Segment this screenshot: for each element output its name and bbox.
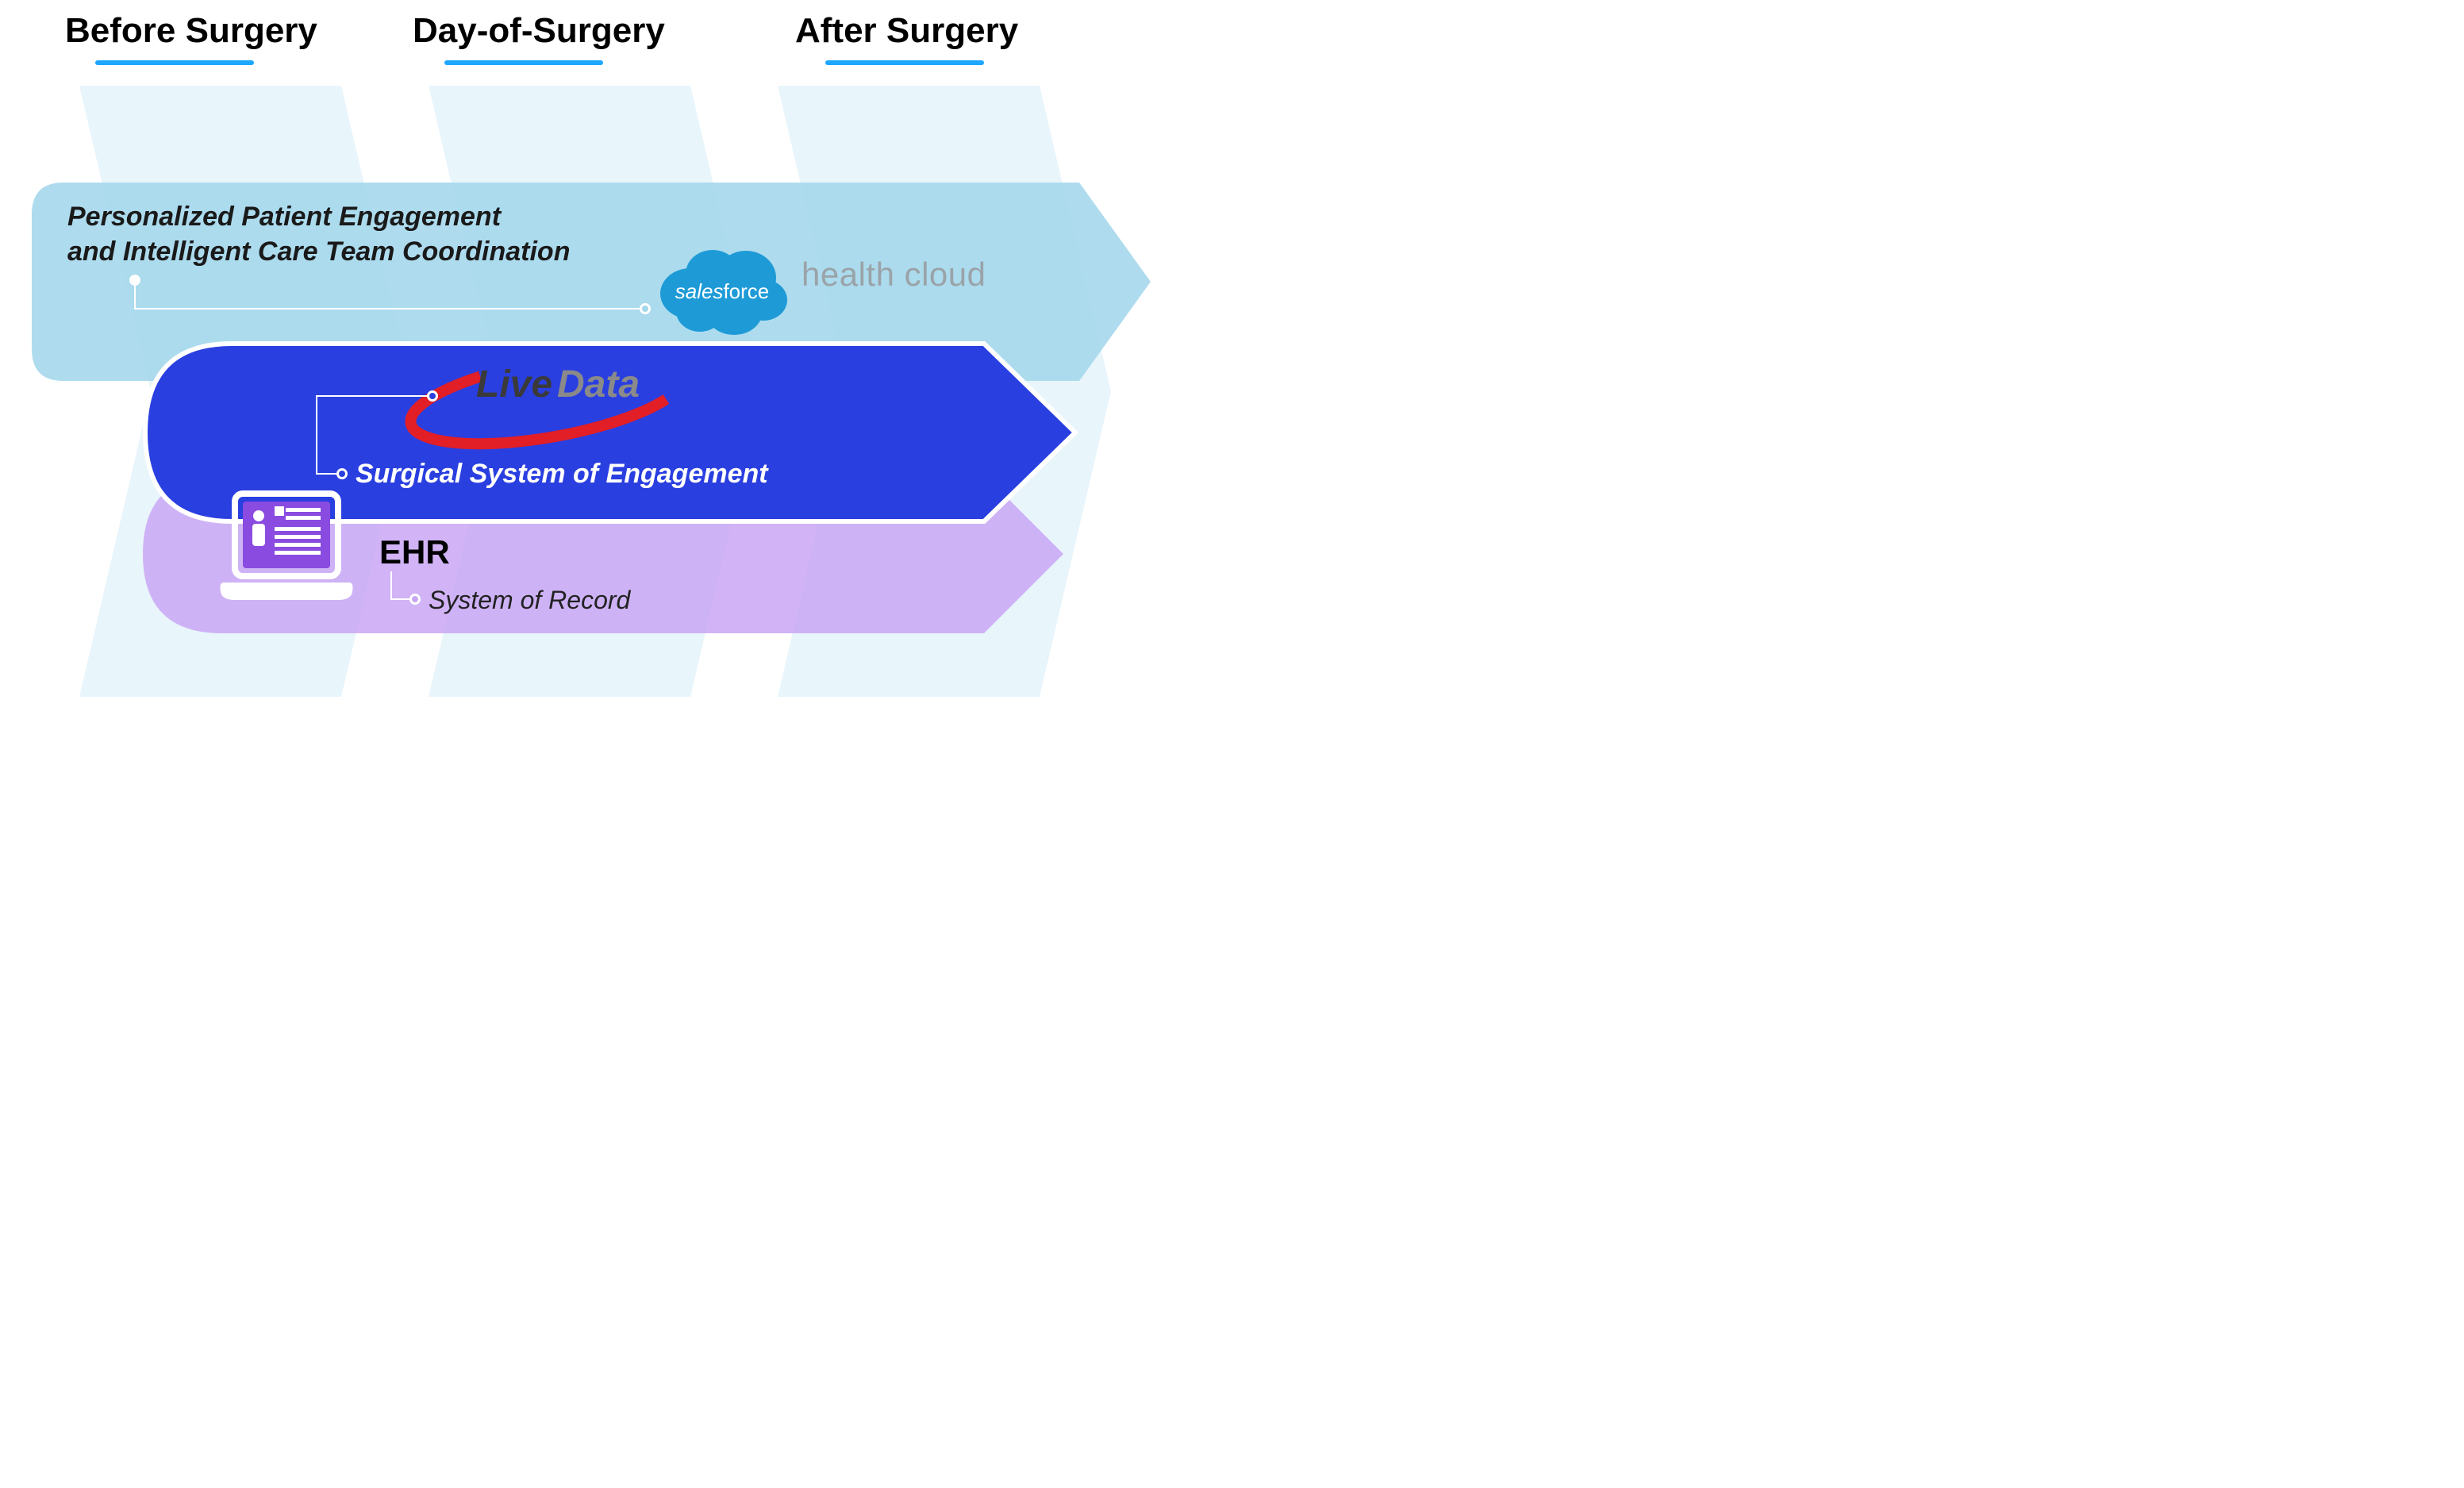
- diagram-canvas: Before Surgery Day-of-Surgery After Surg…: [0, 0, 1174, 709]
- connector-ehr-v: [390, 571, 392, 600]
- svg-text:salesforce: salesforce: [675, 279, 770, 303]
- connector-sf-h: [134, 308, 642, 310]
- ehr-subtitle: System of Record: [429, 586, 630, 615]
- phase-underline-before: [95, 60, 254, 65]
- salesforce-cloud-icon: salesforce: [651, 238, 794, 341]
- health-cloud-label: health cloud: [801, 256, 986, 294]
- phase-underline-dayof: [444, 60, 603, 65]
- phase-underline-after: [825, 60, 984, 65]
- ehr-laptop-icon: [219, 489, 354, 608]
- phase-heading-dayof: Day-of-Surgery: [413, 11, 665, 51]
- connector-dot-ld-bot: [336, 468, 348, 479]
- connector-dot-ld-top: [427, 390, 438, 402]
- salesforce-text-line2: and Intelligent Care Team Coordination: [67, 236, 570, 267]
- livedata-subtitle: Surgical System of Engagement: [356, 459, 768, 490]
- connector-ld-v: [316, 395, 317, 475]
- connector-dot-sf-right: [640, 303, 651, 314]
- connector-sf-v: [134, 284, 136, 310]
- svg-text:Live: Live: [476, 363, 552, 406]
- connector-ld-h1: [317, 395, 429, 397]
- phase-heading-before: Before Surgery: [65, 11, 317, 51]
- ehr-title: EHR: [379, 533, 450, 571]
- phase-heading-after: After Surgery: [795, 11, 1018, 51]
- salesforce-text-line1: Personalized Patient Engagement: [67, 202, 501, 233]
- svg-text:Data: Data: [557, 363, 640, 406]
- connector-dot-ehr: [409, 594, 421, 605]
